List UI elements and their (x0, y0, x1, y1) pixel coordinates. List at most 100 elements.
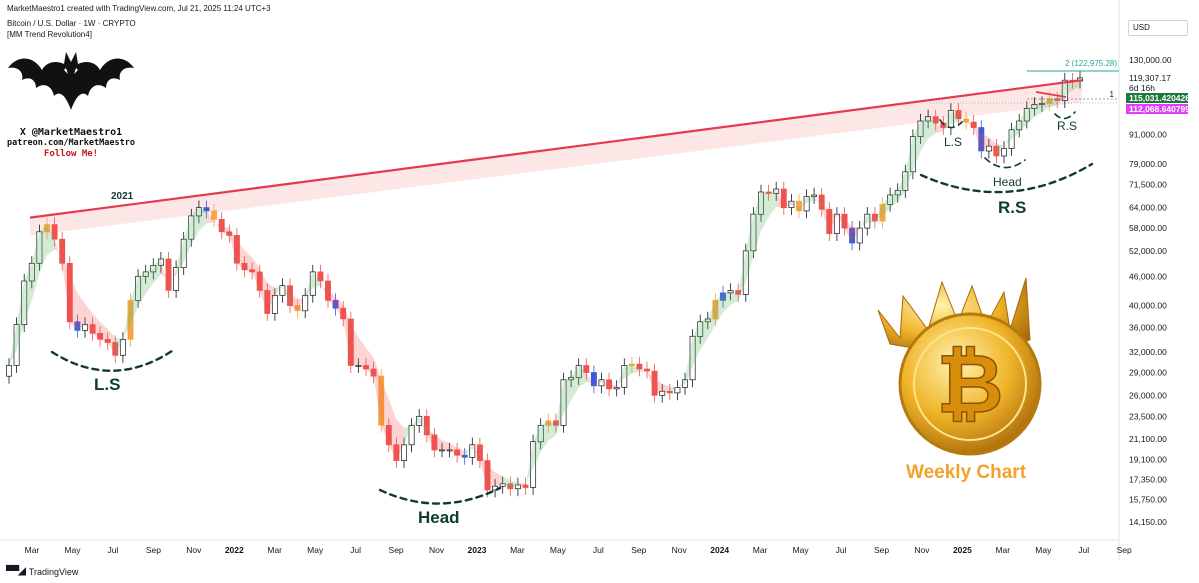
candle-body (909, 136, 916, 173)
candle-body (644, 368, 650, 372)
candle-body (127, 300, 134, 340)
resistance-band (30, 80, 1082, 236)
candle-body (195, 207, 202, 217)
candle-body (249, 269, 256, 273)
candle-body (135, 276, 142, 301)
trend-ribbon-segment (874, 204, 883, 223)
trend-ribbon-segment (1004, 129, 1012, 149)
candle-body (13, 324, 20, 366)
candle-body (233, 235, 240, 264)
author-logo: X @MarketMaestro1 patreon.com/MarketMaes… (6, 50, 136, 160)
symbol-line[interactable]: Bitcoin / U.S. Dollar · 1W · CRYPTO (7, 19, 136, 28)
candle-body (841, 213, 848, 229)
trend-ribbon-segment (988, 137, 997, 156)
price-tick-label: 71,500.00 (1129, 180, 1167, 190)
ls-right-label: L.S (944, 135, 962, 149)
candle-body (902, 171, 909, 191)
trend-ribbon-segment (69, 275, 78, 331)
trend-ribbon-segment (191, 207, 199, 245)
trend-ribbon-segment (1042, 98, 1050, 113)
candle-body (864, 213, 871, 229)
trend-ribbon-segment (662, 383, 670, 393)
year-2021-label: 2021 (111, 191, 134, 202)
trend-ribbon-segment (571, 365, 579, 401)
candle-body (758, 191, 764, 215)
trend-ribbon-segment (867, 214, 875, 223)
price-tick-label: 36,000.00 (1129, 323, 1167, 333)
time-axis[interactable]: Mar May Jul Sep Nov 2022 Mar May Jul Sep Nov 2023 Ma… (25, 545, 1132, 555)
price-tick-label: 130,000.00 (1129, 55, 1172, 65)
trend-ribbon-segment (198, 207, 207, 231)
price-tick-label: 17,350.00 (1129, 475, 1167, 485)
price-tick-label: 23,500.00 (1129, 411, 1167, 421)
trend-ribbon-segment (783, 201, 792, 208)
currency-selector[interactable]: USD (1128, 20, 1188, 36)
trend-ribbon-segment (328, 290, 336, 309)
trend-ribbon-segment (472, 444, 480, 461)
candle-body (264, 290, 271, 314)
candle-body (613, 387, 620, 390)
ls-left-arc (50, 349, 174, 372)
price-tick-label: 32,000.00 (1129, 347, 1167, 357)
trend-ribbon-segment (145, 265, 154, 294)
indicator-line[interactable]: [MM Trend Revolution4] (7, 30, 92, 39)
time-tick-label: 2025 (953, 545, 972, 555)
trend-ribbon-segment (563, 377, 572, 415)
candle-body (44, 224, 50, 233)
candle-body (218, 218, 225, 233)
candle-body (74, 321, 81, 331)
candle-body (370, 368, 377, 377)
trend-ribbon-segment (624, 364, 632, 379)
trend-ribbon-segment (206, 210, 215, 224)
trend-ribbon-segment (457, 447, 465, 458)
trend-ribbon-segment (548, 420, 556, 441)
trend-ribbon-segment (533, 425, 541, 469)
candle-body (773, 188, 780, 194)
candle-body (89, 324, 96, 334)
candle-body (583, 365, 590, 373)
candle-body (112, 342, 119, 356)
trend-ribbon-segment (176, 239, 184, 276)
rs-small-label: R.S (1057, 119, 1077, 133)
candle-body (469, 444, 476, 458)
candle-body (993, 145, 1000, 157)
candle-body (1061, 79, 1068, 101)
candle-body (173, 267, 180, 291)
time-tick-label: Nov (672, 545, 688, 555)
candle-body (51, 224, 58, 240)
candle-body (302, 295, 309, 312)
resistance-band-fill (30, 80, 1082, 236)
candle-body (431, 434, 438, 451)
trend-ribbon-segment (609, 384, 617, 389)
candle-body (765, 191, 772, 194)
trend-ribbon-segment (274, 285, 283, 296)
time-tick-label: May (793, 545, 810, 555)
candle-body (378, 375, 385, 426)
chart-header-title: MarketMaestro1 created with TradingView.… (7, 4, 271, 13)
time-tick-label: Jul (593, 545, 604, 555)
trend-ribbon-segment (153, 259, 161, 284)
candle-body (598, 379, 605, 387)
trend-ribbon-segment (282, 285, 291, 306)
trend-ribbon-segment (343, 304, 351, 366)
candle-body (355, 365, 362, 367)
candle-body (150, 265, 157, 273)
price-axis[interactable]: 130,000.00 91,000.00 79,000.00 71,500.00 64,… (1126, 55, 1190, 527)
bitcoin-symbol: ₿ (937, 337, 1004, 432)
bitcoin-crown-icon: ₿ (877, 277, 1042, 456)
resistance-line (29, 79, 1083, 219)
trend-ribbon-segment (829, 213, 837, 234)
candle-body (1039, 103, 1045, 105)
price-tick-label: 40,000.00 (1129, 301, 1167, 311)
time-tick-label: Sep (146, 545, 161, 555)
candle-body (271, 295, 278, 314)
candle-body (446, 449, 453, 452)
trend-ribbon-segment (639, 368, 648, 372)
candle-body (568, 377, 575, 381)
time-tick-label: Nov (429, 545, 445, 555)
tradingview-footer[interactable]: ▀▀◢ TradingView (6, 566, 78, 577)
candle-body (522, 484, 529, 488)
head-left-label: Head (418, 508, 460, 527)
trend-ribbon-segment (692, 321, 701, 367)
